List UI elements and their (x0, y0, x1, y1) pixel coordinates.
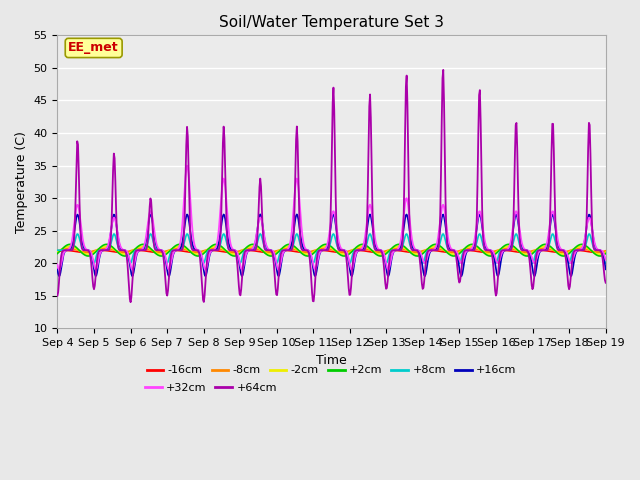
Title: Soil/Water Temperature Set 3: Soil/Water Temperature Set 3 (219, 15, 444, 30)
Legend: +32cm, +64cm: +32cm, +64cm (140, 379, 282, 397)
Y-axis label: Temperature (C): Temperature (C) (15, 131, 28, 233)
X-axis label: Time: Time (316, 354, 347, 367)
Text: EE_met: EE_met (68, 41, 119, 54)
